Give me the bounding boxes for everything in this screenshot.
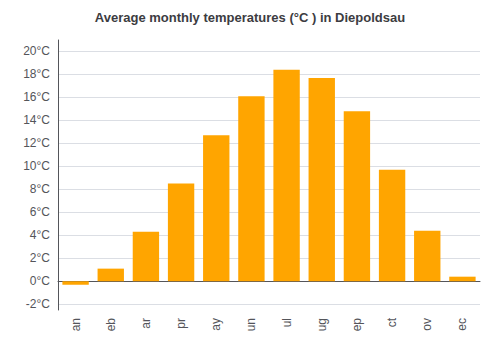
svg-text:an: an [69, 318, 83, 331]
svg-text:8°C: 8°C [30, 182, 50, 196]
svg-text:ec: ec [455, 318, 469, 331]
svg-text:pr: pr [174, 318, 188, 329]
svg-text:ul: ul [280, 318, 294, 327]
svg-text:18°C: 18°C [23, 67, 50, 81]
svg-text:10°C: 10°C [23, 159, 50, 173]
svg-text:14°C: 14°C [23, 113, 50, 127]
svg-text:ct: ct [385, 317, 399, 327]
svg-text:12°C: 12°C [23, 136, 50, 150]
svg-text:un: un [244, 318, 258, 331]
svg-text:0°C: 0°C [30, 274, 50, 288]
svg-text:ep: ep [350, 318, 364, 332]
svg-text:-2°C: -2°C [26, 297, 50, 311]
svg-text:ov: ov [420, 318, 434, 331]
svg-text:eb: eb [104, 318, 118, 332]
svg-text:ug: ug [315, 318, 329, 331]
svg-text:6°C: 6°C [30, 205, 50, 219]
svg-text:ay: ay [209, 318, 223, 331]
svg-text:ar: ar [139, 318, 153, 329]
svg-text:Average monthly temperatures (: Average monthly temperatures (°C ) in Di… [95, 10, 405, 25]
svg-text:2°C: 2°C [30, 251, 50, 265]
svg-text:4°C: 4°C [30, 228, 50, 242]
svg-text:16°C: 16°C [23, 90, 50, 104]
svg-text:20°C: 20°C [23, 44, 50, 58]
